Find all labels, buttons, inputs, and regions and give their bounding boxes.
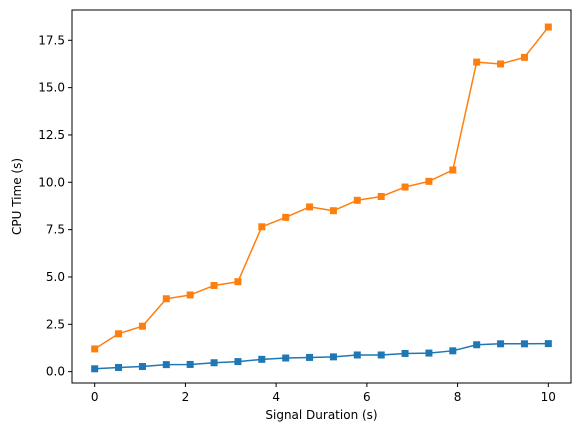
- data-point: [91, 345, 99, 353]
- data-point: [473, 58, 481, 66]
- data-point: [449, 347, 457, 355]
- x-tick-label: 0: [91, 390, 99, 404]
- x-tick-label: 4: [272, 390, 280, 404]
- data-point: [449, 166, 457, 174]
- data-point: [115, 330, 123, 338]
- y-tick-label: 10.0: [38, 175, 65, 189]
- data-point: [258, 223, 266, 231]
- data-point: [544, 340, 552, 348]
- x-tick-label: 8: [454, 390, 462, 404]
- data-point: [210, 281, 218, 289]
- data-point: [544, 23, 552, 31]
- y-tick-label: 15.0: [38, 81, 65, 95]
- y-axis: 0.0 2.5 5.0 7.5 10.0 12.5 15.0 17.5: [38, 33, 72, 379]
- data-point: [282, 354, 290, 362]
- data-point: [115, 363, 123, 371]
- data-point: [520, 340, 528, 348]
- data-point: [306, 203, 314, 211]
- data-point: [306, 353, 314, 361]
- data-point: [234, 358, 242, 366]
- x-axis-label: Signal Duration (s): [265, 408, 377, 422]
- data-point: [234, 278, 242, 286]
- data-point: [258, 355, 266, 363]
- y-tick-label: 7.5: [46, 223, 65, 237]
- x-tick-label: 6: [363, 390, 371, 404]
- data-point: [210, 359, 218, 367]
- data-point: [282, 213, 290, 221]
- x-axis: 0 2 4 6 8 10: [91, 383, 556, 404]
- data-point: [186, 360, 194, 368]
- x-tick-label: 2: [182, 390, 190, 404]
- data-point: [162, 361, 170, 369]
- data-point: [401, 183, 409, 191]
- x-tick-label: 10: [541, 390, 556, 404]
- data-point: [329, 207, 337, 215]
- data-point: [520, 53, 528, 61]
- data-point: [91, 365, 99, 373]
- data-point: [497, 60, 505, 68]
- series-line: [94, 26, 549, 350]
- data-point: [401, 349, 409, 357]
- data-point: [329, 353, 337, 361]
- data-point: [497, 340, 505, 348]
- data-point: [377, 351, 385, 359]
- series-2: [91, 23, 552, 353]
- data-point: [473, 341, 481, 349]
- data-point: [425, 349, 433, 357]
- y-tick-label: 17.5: [38, 33, 65, 47]
- series-line: [94, 342, 549, 370]
- data-point: [377, 193, 385, 200]
- data-point: [186, 291, 194, 299]
- data-point: [138, 363, 146, 371]
- axes-frame: [71, 9, 572, 384]
- y-tick-label: 0.0: [46, 365, 65, 379]
- data-point: [162, 295, 170, 303]
- data-point: [353, 351, 361, 359]
- data-point: [425, 177, 433, 185]
- y-tick-label: 5.0: [46, 270, 65, 284]
- series-1: [91, 340, 552, 373]
- plot-area: [91, 23, 552, 373]
- y-axis-label: CPU Time (s): [10, 158, 24, 235]
- y-tick-label: 2.5: [46, 317, 65, 331]
- data-point: [353, 196, 361, 204]
- y-tick-label: 12.5: [38, 128, 65, 142]
- data-point: [138, 322, 146, 330]
